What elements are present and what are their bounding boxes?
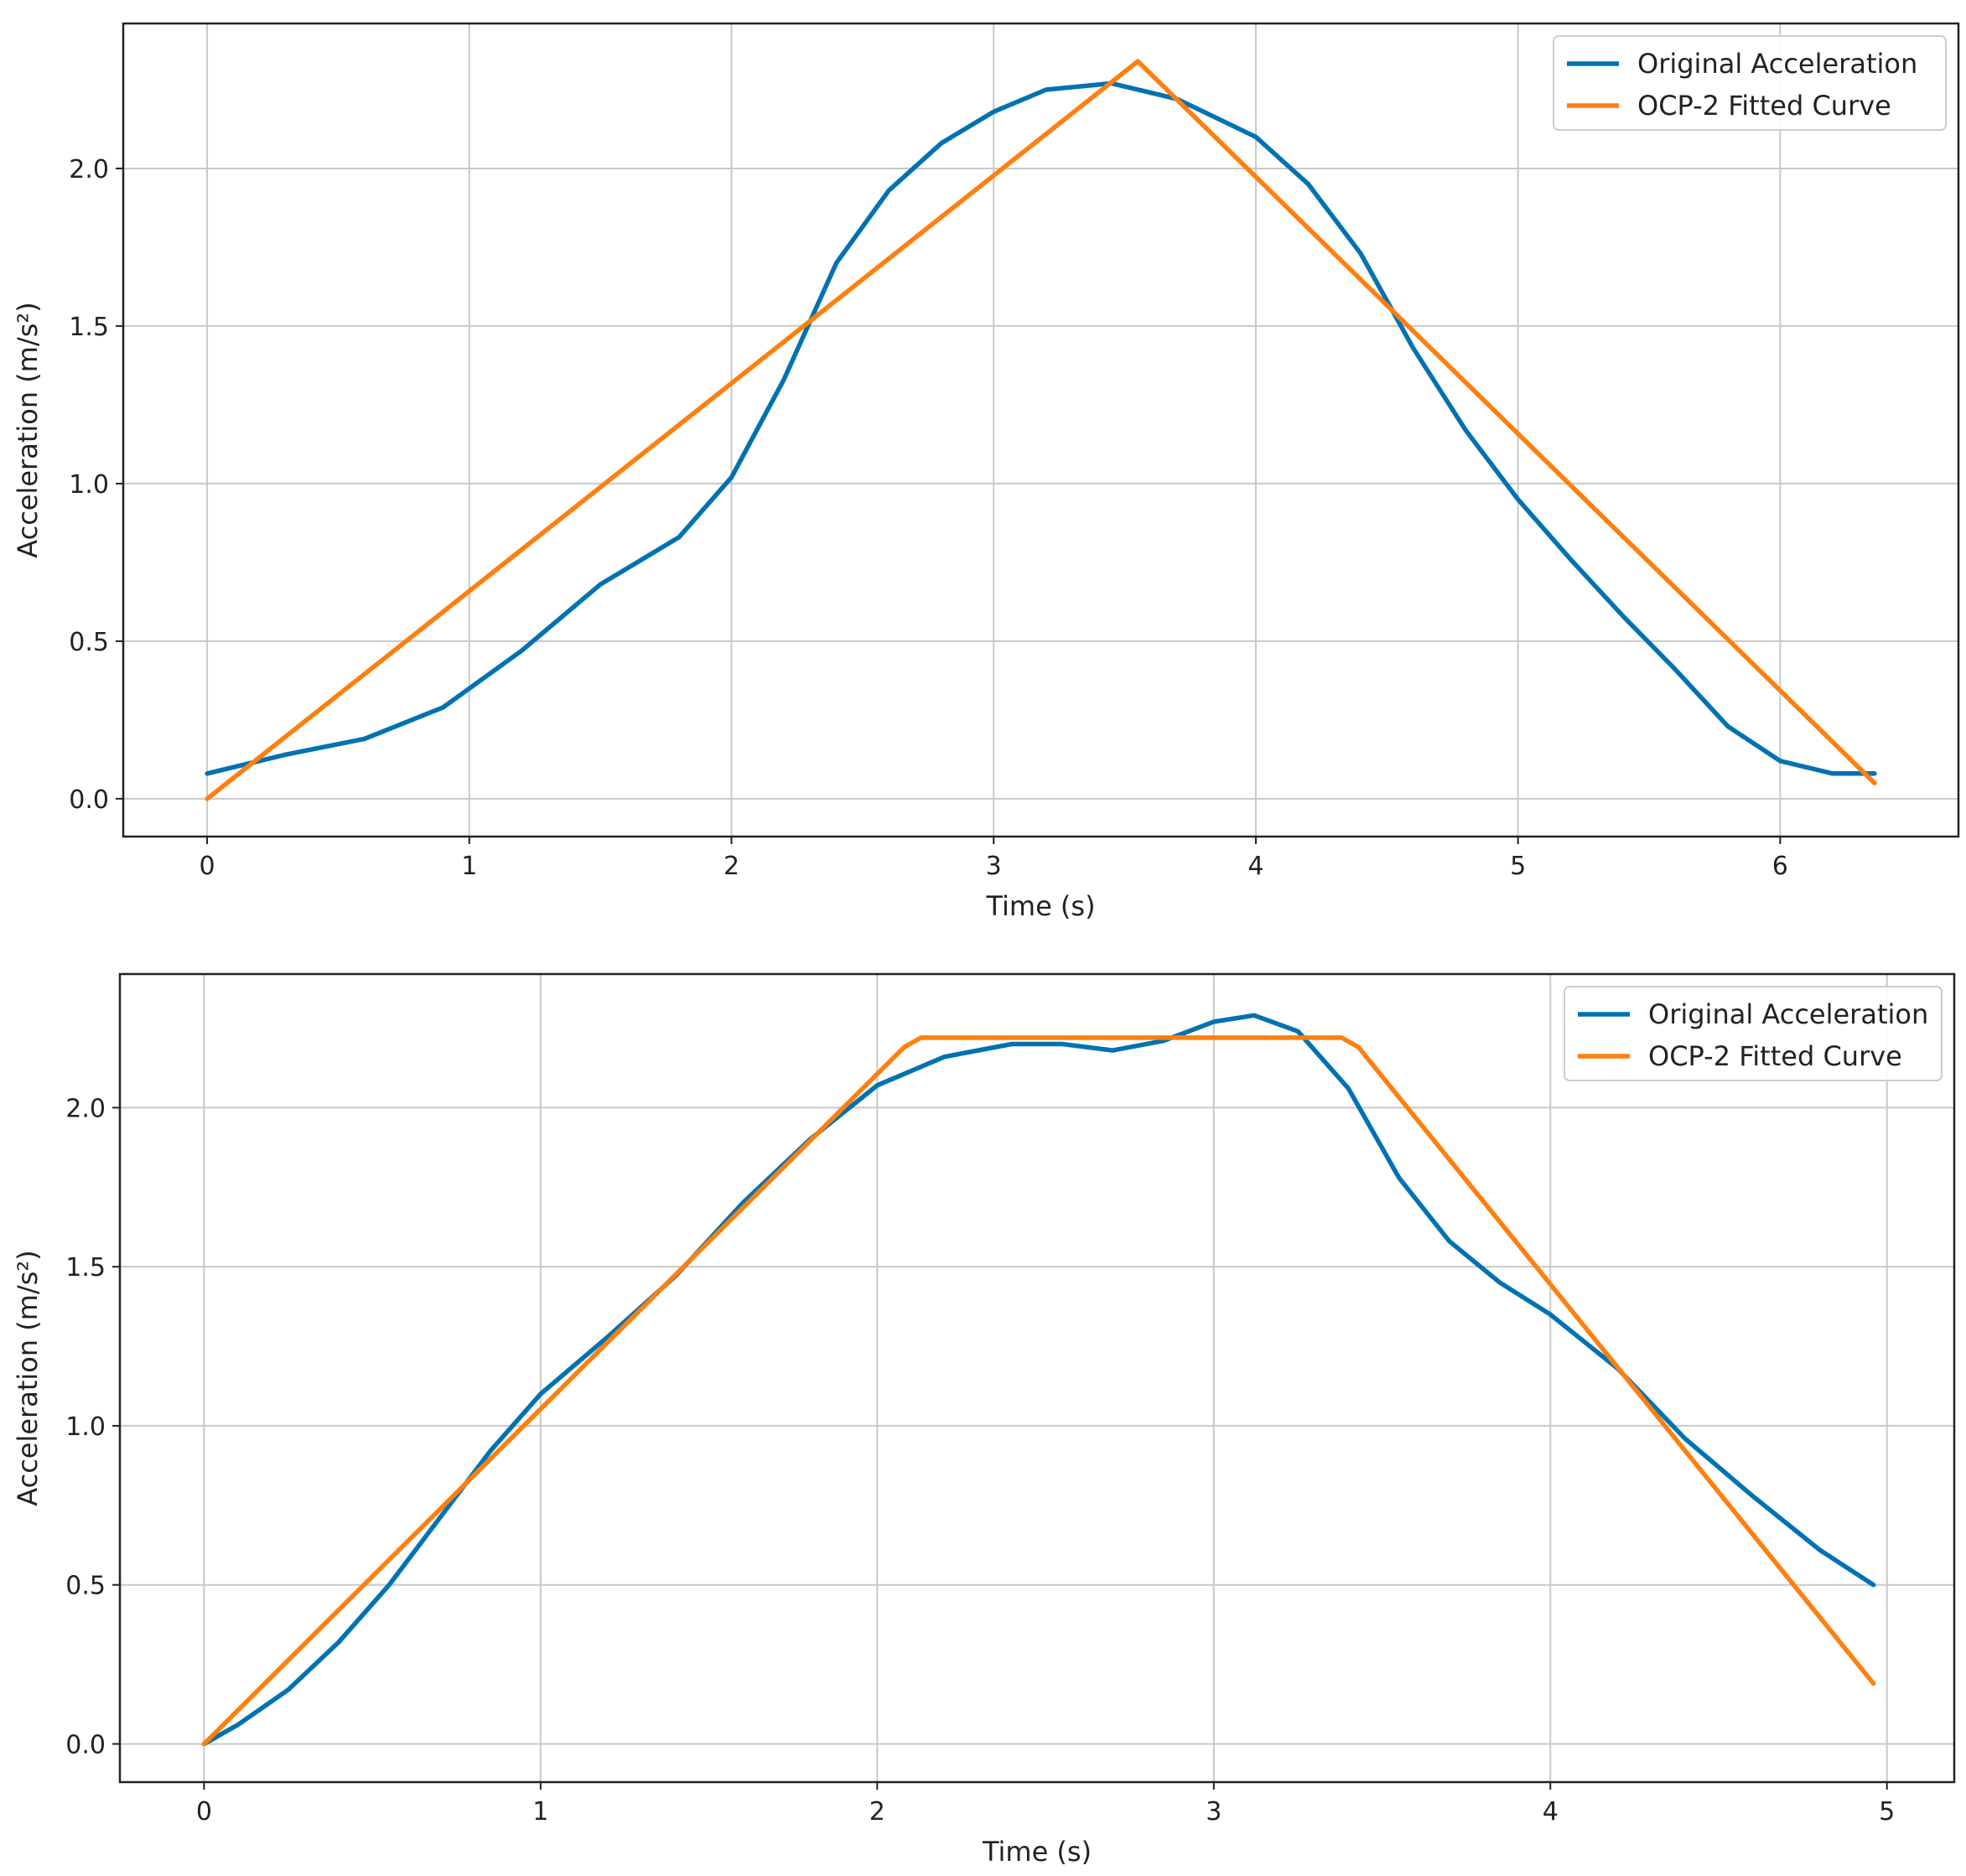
chart-bottom: 0 1 2 3 4 5 0.0 0.5 1.0 1.5 2.0 Time (s) Acceleratio…: [12, 972, 1956, 1868]
series-ocp2-fitted-curve: [201, 1035, 1876, 1747]
plot-frame: [122, 22, 1960, 838]
y-axis-label: Acceleration (m/s²): [12, 1250, 44, 1505]
y-tick-label: 0.5: [69, 628, 109, 657]
x-tick-label: 0: [200, 852, 215, 881]
legend: Original Acceleration OCP-2 Fitted Curve: [1564, 986, 1943, 1081]
legend-label-original: Original Acceleration: [1648, 998, 1928, 1030]
legend-label-original: Original Acceleration: [1637, 48, 1917, 80]
y-tick-label: 1.0: [65, 1412, 106, 1442]
x-tick-label: 6: [1772, 852, 1788, 881]
plot-area: [120, 974, 1954, 1782]
y-axis-label: Acceleration (m/s²): [12, 302, 44, 557]
series-original-acceleration: [201, 1013, 1876, 1747]
x-tick-label: 5: [1879, 1797, 1895, 1827]
x-axis-label: Time (s): [982, 1836, 1092, 1868]
x-tick-label: 1: [461, 852, 477, 881]
chart-top: 0 1 2 3 4 5 6 0.0 0.5 1.0 1.5 2.0 Time (s) Accelerati…: [12, 22, 1960, 922]
y-tick-label: 0.0: [69, 785, 109, 815]
x-tick-label: 2: [724, 852, 739, 881]
x-tick-label: 3: [986, 852, 1002, 881]
y-tick-label: 2.0: [69, 155, 109, 184]
plot-frame: [118, 972, 1956, 1784]
legend-label-fitted: OCP-2 Fitted Curve: [1648, 1040, 1902, 1072]
x-axis-label: Time (s): [985, 890, 1095, 922]
y-tick-label: 0.5: [65, 1572, 106, 1601]
y-tick-label: 1.5: [69, 313, 109, 342]
y-tick-label: 2.0: [65, 1094, 106, 1123]
x-tick-label: 5: [1510, 852, 1526, 881]
y-tick-label: 1.5: [65, 1253, 106, 1283]
x-tick-label: 4: [1543, 1797, 1559, 1827]
x-tick-label: 4: [1248, 852, 1263, 881]
x-tick-label: 0: [196, 1797, 212, 1827]
legend-label-fitted: OCP-2 Fitted Curve: [1637, 90, 1891, 122]
series-ocp2-fitted-curve: [205, 59, 1877, 801]
y-tick-label: 1.0: [69, 470, 109, 500]
legend-box: [1553, 35, 1947, 131]
legend: Original Acceleration OCP-2 Fitted Curve: [1553, 35, 1947, 131]
y-tick-label: 0.0: [65, 1730, 106, 1759]
x-tick-label: 2: [869, 1797, 885, 1827]
legend-box: [1564, 986, 1943, 1081]
x-tick-label: 3: [1206, 1797, 1222, 1827]
plot-area: [123, 23, 1958, 837]
x-tick-label: 1: [532, 1797, 548, 1827]
